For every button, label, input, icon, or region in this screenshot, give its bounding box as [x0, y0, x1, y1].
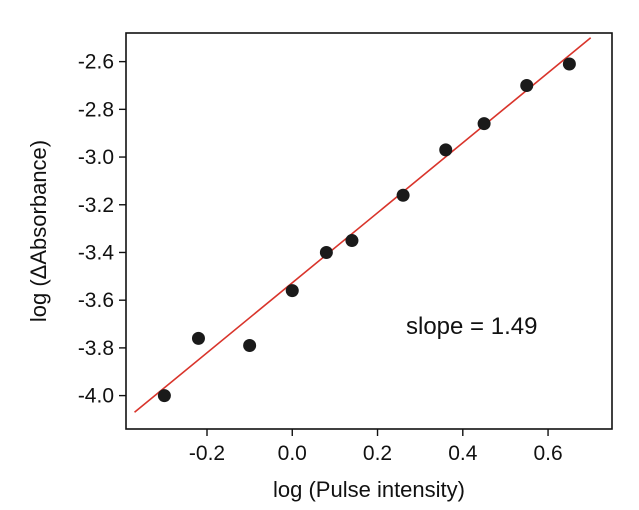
data-point: [396, 188, 410, 202]
data-point: [285, 284, 299, 298]
y-tick-label: -3.4: [78, 241, 115, 264]
data-point: [319, 245, 333, 259]
fit-line: [134, 37, 592, 413]
x-tick-label: -0.2: [189, 442, 225, 465]
data-point: [439, 143, 453, 157]
y-tick-label: -2.6: [78, 51, 114, 74]
y-tick-label: -3.2: [78, 194, 114, 217]
data-points: [157, 57, 576, 403]
y-tick-label: -3.6: [78, 289, 114, 312]
x-tick-label: 0.2: [363, 442, 392, 465]
x-axis: -0.2 0.0 0.2 0.4 0.6: [189, 429, 563, 465]
y-axis-title: log (ΔAbsorbance): [26, 140, 51, 322]
slope-annotation: slope = 1.49: [406, 313, 537, 340]
data-point: [345, 234, 359, 248]
data-point: [562, 57, 576, 71]
y-tick-label: -3.8: [78, 337, 114, 360]
data-point: [191, 331, 205, 345]
y-axis: -4.0 -3.8 -3.6 -3.4 -3.2 -3.0 -2.8 -2.6: [78, 51, 126, 408]
data-point: [243, 339, 257, 353]
x-tick-label: 0.6: [533, 442, 562, 465]
data-point: [477, 117, 491, 131]
data-point: [157, 389, 171, 403]
y-tick-label: -4.0: [78, 385, 114, 408]
x-axis-title: log (Pulse intensity): [273, 477, 465, 502]
x-tick-label: 0.4: [448, 442, 478, 465]
x-tick-label: 0.0: [278, 442, 307, 465]
plot-frame: [125, 32, 613, 430]
y-tick-label: -2.8: [78, 98, 114, 121]
data-point: [520, 78, 534, 92]
y-tick-label: -3.0: [78, 146, 114, 169]
